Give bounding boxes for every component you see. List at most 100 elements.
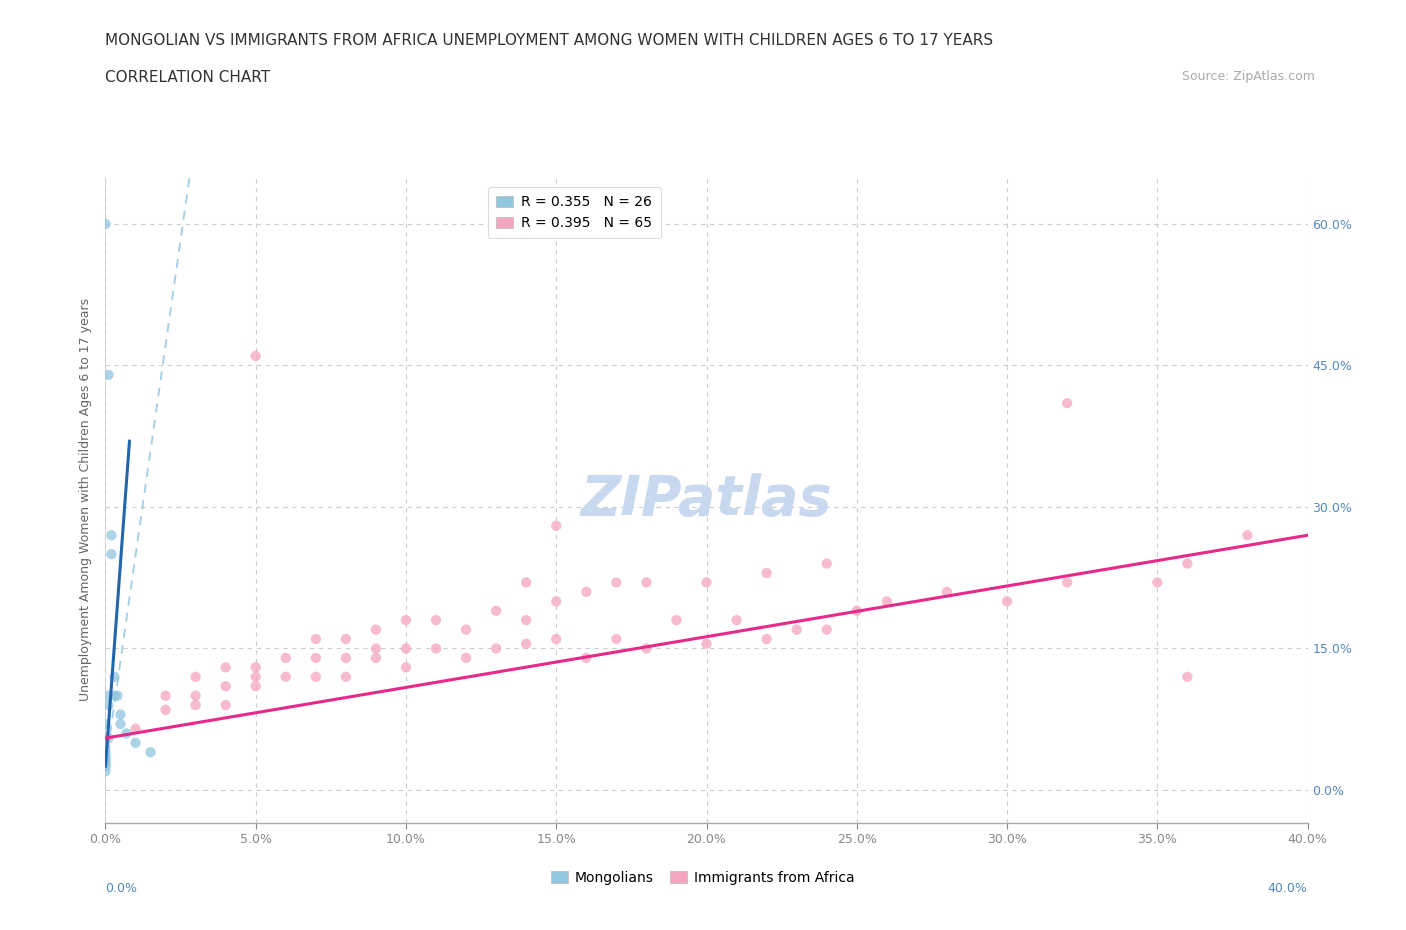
Point bbox=[335, 670, 357, 684]
Point bbox=[696, 636, 718, 651]
Point bbox=[305, 650, 328, 665]
Point bbox=[305, 670, 328, 684]
Point bbox=[995, 594, 1018, 609]
Point bbox=[1175, 670, 1198, 684]
Point bbox=[94, 751, 117, 766]
Point bbox=[546, 631, 568, 646]
Y-axis label: Unemployment Among Women with Children Ages 6 to 17 years: Unemployment Among Women with Children A… bbox=[79, 299, 93, 701]
Point bbox=[425, 613, 447, 628]
Point bbox=[124, 722, 146, 737]
Point bbox=[335, 650, 357, 665]
Point bbox=[515, 636, 537, 651]
Point bbox=[395, 660, 418, 675]
Point bbox=[755, 565, 778, 580]
Point bbox=[94, 731, 117, 746]
Point bbox=[515, 575, 537, 590]
Point bbox=[110, 707, 132, 722]
Point bbox=[214, 679, 236, 694]
Point bbox=[184, 688, 207, 703]
Point bbox=[245, 679, 267, 694]
Legend: R = 0.355   N = 26, R = 0.395   N = 65: R = 0.355 N = 26, R = 0.395 N = 65 bbox=[488, 187, 661, 238]
Point bbox=[100, 547, 122, 562]
Point bbox=[425, 641, 447, 656]
Point bbox=[139, 745, 162, 760]
Point bbox=[94, 745, 117, 760]
Text: Source: ZipAtlas.com: Source: ZipAtlas.com bbox=[1181, 70, 1315, 83]
Point bbox=[94, 764, 117, 778]
Point bbox=[245, 670, 267, 684]
Point bbox=[454, 622, 477, 637]
Point bbox=[755, 631, 778, 646]
Point bbox=[103, 688, 125, 703]
Point bbox=[815, 556, 838, 571]
Point bbox=[94, 750, 117, 764]
Point bbox=[94, 747, 117, 762]
Point bbox=[575, 650, 598, 665]
Point bbox=[1175, 556, 1198, 571]
Point bbox=[1236, 528, 1258, 543]
Point bbox=[103, 670, 125, 684]
Point bbox=[97, 731, 120, 746]
Point bbox=[876, 594, 898, 609]
Point bbox=[94, 756, 117, 771]
Point bbox=[725, 613, 748, 628]
Point bbox=[515, 613, 537, 628]
Point bbox=[815, 622, 838, 637]
Point bbox=[605, 631, 627, 646]
Point bbox=[155, 688, 177, 703]
Point bbox=[274, 650, 297, 665]
Text: 40.0%: 40.0% bbox=[1268, 882, 1308, 895]
Point bbox=[97, 698, 120, 712]
Point bbox=[335, 631, 357, 646]
Point bbox=[94, 731, 117, 746]
Point bbox=[184, 670, 207, 684]
Point bbox=[94, 217, 117, 232]
Point bbox=[1056, 575, 1078, 590]
Point bbox=[97, 688, 120, 703]
Point bbox=[454, 650, 477, 665]
Point bbox=[274, 670, 297, 684]
Point bbox=[485, 641, 508, 656]
Point bbox=[214, 698, 236, 712]
Point bbox=[395, 613, 418, 628]
Point bbox=[485, 604, 508, 618]
Point bbox=[605, 575, 627, 590]
Point bbox=[546, 518, 568, 533]
Point bbox=[786, 622, 808, 637]
Point bbox=[696, 575, 718, 590]
Point bbox=[245, 349, 267, 364]
Point bbox=[115, 726, 138, 741]
Point bbox=[107, 688, 129, 703]
Text: MONGOLIAN VS IMMIGRANTS FROM AFRICA UNEMPLOYMENT AMONG WOMEN WITH CHILDREN AGES : MONGOLIAN VS IMMIGRANTS FROM AFRICA UNEM… bbox=[105, 33, 994, 47]
Point bbox=[110, 716, 132, 731]
Point bbox=[665, 613, 688, 628]
Text: ZIPatlas: ZIPatlas bbox=[581, 472, 832, 527]
Point bbox=[214, 660, 236, 675]
Point bbox=[184, 698, 207, 712]
Point bbox=[97, 367, 120, 382]
Point bbox=[94, 740, 117, 755]
Point bbox=[845, 604, 868, 618]
Point bbox=[636, 641, 658, 656]
Point bbox=[364, 622, 387, 637]
Point bbox=[155, 702, 177, 717]
Point bbox=[1056, 396, 1078, 411]
Point bbox=[94, 716, 117, 731]
Point bbox=[305, 631, 328, 646]
Point bbox=[124, 736, 146, 751]
Point bbox=[100, 528, 122, 543]
Point bbox=[94, 759, 117, 774]
Point bbox=[94, 754, 117, 769]
Text: CORRELATION CHART: CORRELATION CHART bbox=[105, 70, 270, 85]
Text: 0.0%: 0.0% bbox=[105, 882, 138, 895]
Point bbox=[636, 575, 658, 590]
Point bbox=[1146, 575, 1168, 590]
Point bbox=[364, 650, 387, 665]
Point bbox=[936, 584, 959, 599]
Point bbox=[395, 641, 418, 656]
Point bbox=[546, 594, 568, 609]
Point bbox=[245, 660, 267, 675]
Point bbox=[575, 584, 598, 599]
Point bbox=[364, 641, 387, 656]
Legend: Mongolians, Immigrants from Africa: Mongolians, Immigrants from Africa bbox=[546, 866, 860, 891]
